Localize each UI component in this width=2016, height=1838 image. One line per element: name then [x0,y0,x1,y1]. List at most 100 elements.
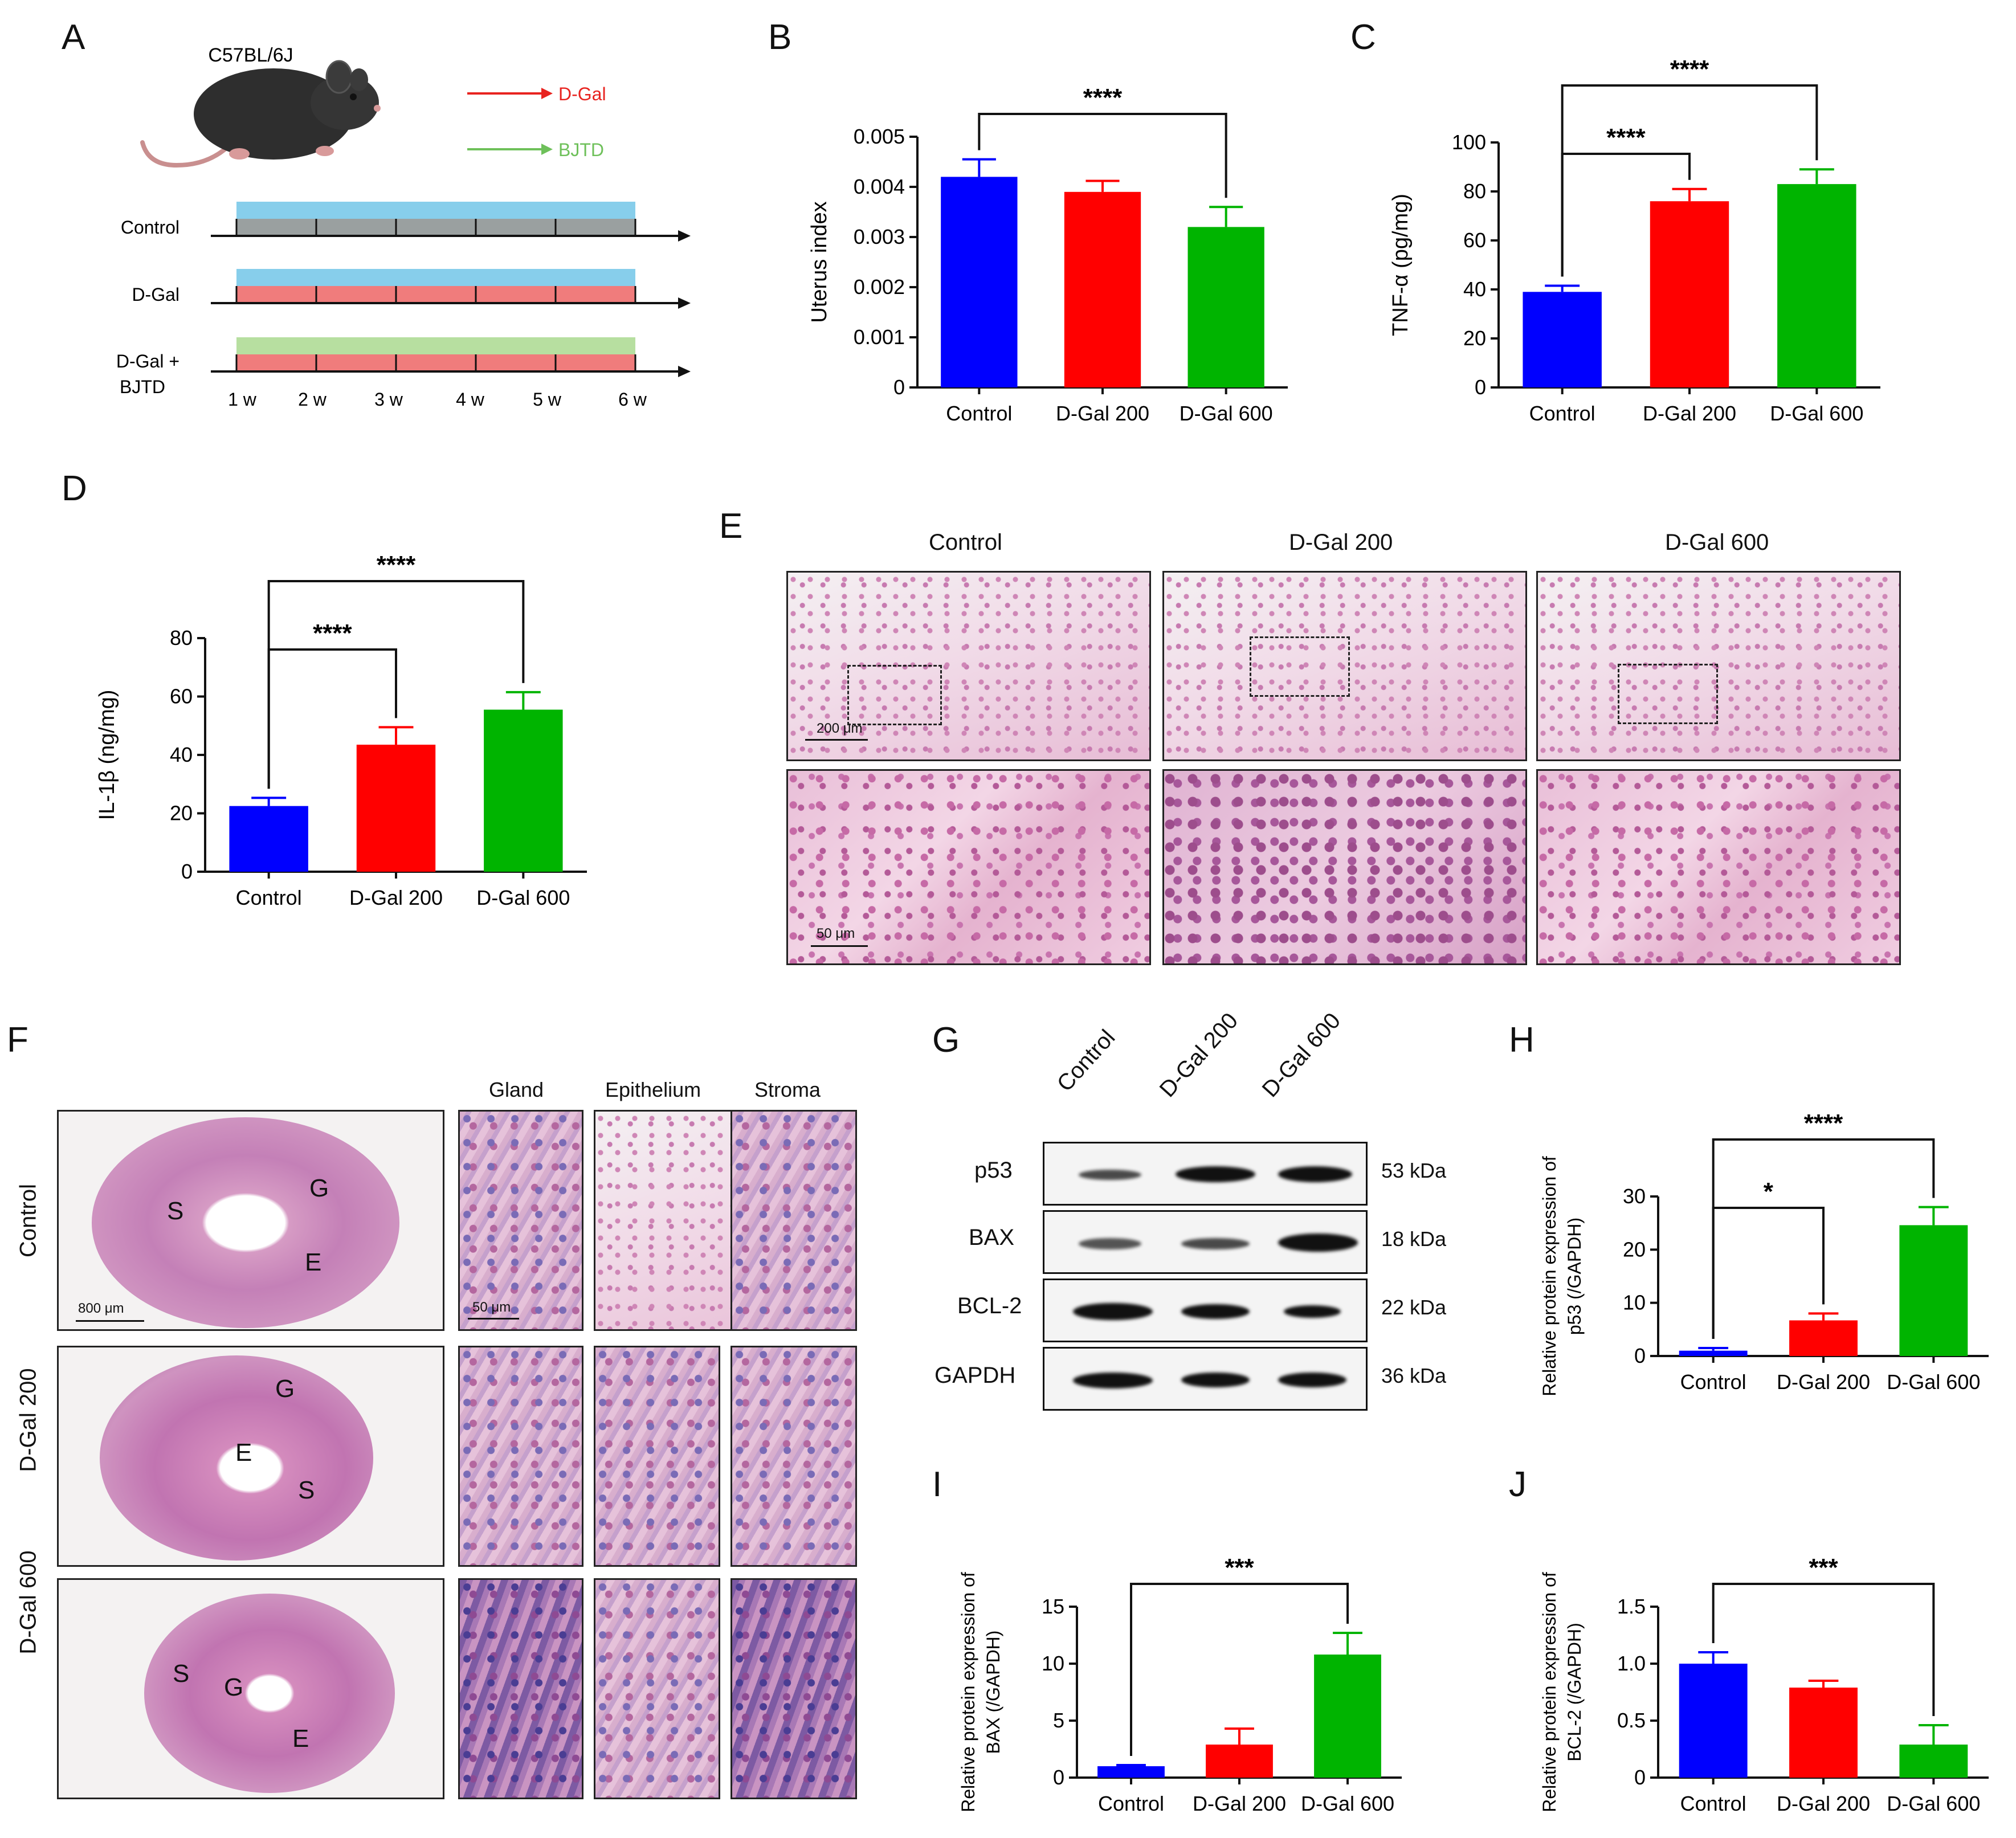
bar [1789,1320,1858,1356]
x-tick-label: D-Gal 600 [1887,1370,1980,1394]
y-tick-label: 30 [1623,1185,1646,1208]
y-tick-label: 1.0 [1617,1652,1646,1675]
group-dgal-label: D-Gal [132,284,179,305]
week-label: 1 w [228,389,257,410]
significance-label: **** [377,551,416,579]
panel-label-g: G [932,1020,960,1060]
gland-mark: G [275,1375,295,1403]
mt-row-label: D-Gal 600 [15,1550,41,1655]
significance-bracket [1130,1583,1349,1756]
week-label: 2 w [298,389,327,410]
stroma-mark: S [298,1476,315,1504]
bar [1206,1745,1273,1778]
scale-label: 800 μm [78,1301,124,1316]
x-tick-label: D-Gal 200 [1643,402,1736,425]
x-tick-label: Control [236,886,302,909]
y-tick-label: 20 [1463,326,1486,350]
y-tick-label: 60 [170,685,193,708]
blot-lane-label: D-Gal 200 [1154,1008,1243,1102]
x-tick-label: Control [1529,402,1595,425]
epithelium-mark: E [292,1725,309,1753]
il-1beta-chart: 0 20 40 60 80 IL-1β (ng/mg) Control D-Gal 200 D-… [95,551,587,909]
stroma-mark: S [173,1660,190,1688]
bax-expression-chart: 0 5 10 15 Relative protein expression of BAX … [958,1554,1402,1815]
x-tick-label: D-Gal 200 [1193,1792,1286,1815]
mt-dgal600-stroma-image [731,1578,857,1799]
mt-row-label: Control [15,1184,41,1257]
panel-label-j: J [1509,1465,1527,1504]
y-axis-label: Relative protein expression of [1539,1156,1560,1396]
week-label: 6 w [618,389,647,410]
mt-dgal600-epithelium-image [594,1578,720,1799]
bar [356,745,436,872]
y-tick-label: 100 [1452,130,1486,154]
scale-label: 50 μm [817,926,855,941]
y-tick-label: 0.002 [854,275,905,299]
he-dgal600-high-image [1536,769,1901,965]
blot-kda-label: 22 kDa [1381,1296,1447,1319]
panel-label-d: D [62,469,87,508]
mouse-icon [140,60,381,168]
tnf-alpha-chart: 0 20 40 60 80 100 TNF-α (pg/mg) Control D-Gal 20… [1389,55,1880,425]
blot-gapdh [1043,1347,1368,1411]
x-tick-label: D-Gal 200 [1777,1792,1870,1815]
significance-label: *** [1809,1554,1838,1582]
x-tick-label: D-Gal 600 [1180,402,1273,425]
week-labels: 1 w 2 w 3 w 4 w 5 w 6 w [228,389,647,410]
y-tick-label: 0.004 [854,175,905,198]
bar [484,709,563,872]
blot-bcl2 [1043,1279,1368,1342]
significance-bracket [1712,1138,1935,1339]
y-tick-label: 0.5 [1617,1709,1646,1732]
y-tick-label: 40 [170,743,193,766]
x-tick-label: D-Gal 600 [1887,1792,1980,1815]
blot-kda-label: 53 kDa [1381,1159,1447,1182]
x-tick-label: Control [946,402,1012,425]
panel-label-h: H [1509,1020,1535,1060]
panel-label-c: C [1350,18,1376,57]
he-column-title: Control [929,530,1002,555]
week-label: 3 w [374,389,403,410]
he-control-high-image: 50 μm [786,769,1151,965]
he-dgal200-high-image [1162,769,1527,965]
y-tick-label: 0 [181,860,193,883]
y-tick-label: 1.5 [1617,1595,1646,1618]
scale-label: 50 μm [472,1300,511,1315]
he-dgal200-low-image [1162,571,1527,761]
y-tick-label: 80 [170,626,193,650]
mt-control-stroma-image [731,1110,857,1331]
y-axis-label: Relative protein expression of [1539,1572,1560,1812]
strain-label: C57BL/6J [208,44,293,66]
y-tick-label: 0.001 [854,325,905,349]
significance-bracket [1712,1207,1825,1339]
x-tick-label: Control [1680,1792,1746,1815]
bar [1314,1655,1381,1778]
legend-dgal: D-Gal [467,84,606,104]
y-tick-label: 10 [1623,1291,1646,1314]
week-label: 5 w [533,389,562,410]
y-axis-label: Uterus index [807,201,831,322]
x-tick-label: D-Gal 600 [1770,402,1863,425]
y-tick-label: 0 [1475,375,1486,399]
significance-bracket [978,113,1227,198]
uterus-index-chart: 0 0.001 0.002 0.003 0.004 0.005 Uterus index Co… [807,84,1288,425]
panel-label-a: A [62,18,85,57]
panel-label-i: I [932,1465,942,1504]
y-tick-label: 0.005 [854,125,905,148]
y-tick-label: 10 [1042,1652,1064,1675]
mt-dgal600-gland-image [458,1578,583,1799]
control-saline-bar [236,219,635,236]
svg-text:D-Gal: D-Gal [558,84,606,104]
mt-dgal200-epithelium-image [594,1346,720,1567]
gland-mark: G [224,1673,244,1701]
mt-row-label: D-Gal 200 [15,1368,41,1472]
mt-control-gland-image: 50 μm [458,1110,583,1331]
y-axis-label: BAX (/GAPDH) [983,1631,1003,1754]
x-tick-label: D-Gal 200 [1777,1370,1870,1394]
mt-dgal200-overview: G E S [57,1346,444,1567]
group-dgal-bjtd-label-1: D-Gal + [116,351,179,371]
blot-protein-label: GAPDH [934,1363,1016,1388]
group-control-label: Control [121,217,179,238]
bar [1899,1745,1968,1778]
blot-protein-label: BCL-2 [957,1293,1022,1318]
